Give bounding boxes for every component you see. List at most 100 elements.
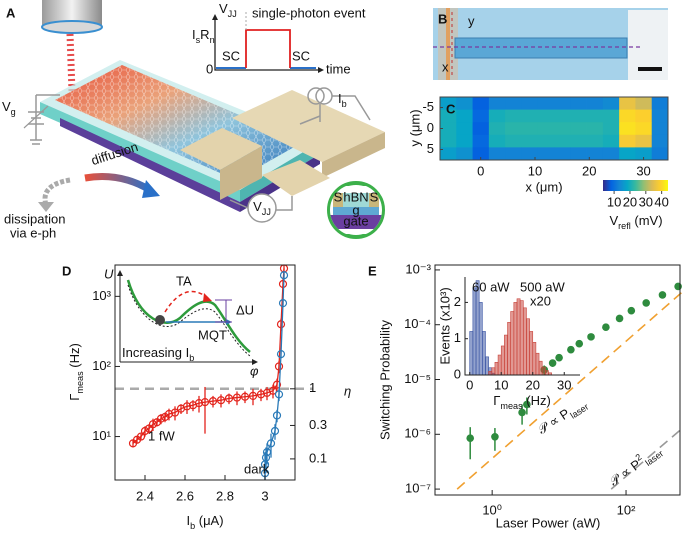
heat-cell <box>651 97 668 110</box>
colorbar <box>603 180 668 191</box>
histogram-bar <box>532 342 537 376</box>
histogram-bar <box>500 345 505 376</box>
trace-v-label: VJJ <box>219 1 237 19</box>
y-tick-label: 10⁻⁶ <box>404 426 431 441</box>
y-tick-label: 10² <box>92 358 111 373</box>
heat-cell <box>440 97 457 110</box>
heat-cell <box>586 134 604 148</box>
histogram-bar <box>522 307 527 376</box>
data-point <box>466 434 475 442</box>
heat-cell <box>521 147 539 160</box>
heat-cell <box>602 109 620 123</box>
heat-cell <box>505 147 522 160</box>
y-tick-label: 10⁻³ <box>405 261 431 276</box>
data-point <box>602 323 610 332</box>
x-tick-label: 2.8 <box>216 488 234 503</box>
heat-cell <box>456 122 473 136</box>
histogram-bar <box>485 356 489 376</box>
trace-isrn-label-part: n <box>210 35 215 45</box>
heat-cell <box>570 147 587 160</box>
histogram-bar <box>491 367 496 376</box>
inset-x-tick-label: 30 <box>557 377 571 392</box>
ib-label: Ib <box>338 91 347 109</box>
fit-label-part: 𝒫 ∝ P <box>535 406 572 437</box>
data-point <box>261 453 271 462</box>
heat-cell <box>602 147 620 160</box>
y2-tick-label: 0.3 <box>309 417 327 432</box>
x-tick-label: 30 <box>636 163 650 178</box>
data-point <box>272 411 282 420</box>
histogram-bar <box>545 370 549 376</box>
inset-label-part: b <box>189 353 194 363</box>
colorbar-tick-label: 10 <box>607 194 621 209</box>
data-point <box>248 391 258 401</box>
data-point <box>575 339 584 348</box>
data-point <box>518 408 526 417</box>
data-point <box>674 282 682 291</box>
y2-tick-label: 1 <box>309 380 316 395</box>
histogram-bar <box>526 318 530 376</box>
y2-axis-label: η <box>344 383 351 398</box>
vjj-label: VJJ <box>253 199 271 217</box>
heat-cell <box>602 97 620 110</box>
y-tick-label: 0 <box>427 120 434 135</box>
heat-cell <box>570 97 587 110</box>
inset-y-tick-label: 2 <box>454 294 461 309</box>
panel-b-drawing <box>433 8 668 80</box>
heat-cell <box>619 147 636 160</box>
panel-d-inset-drawing <box>117 270 258 365</box>
y-axis-label-part: meas <box>75 371 85 394</box>
histogram-bar <box>513 302 518 376</box>
x-tick-label: 0 <box>477 163 484 178</box>
y-axis-label: y (μm) <box>407 109 422 146</box>
stack-label: hBN <box>343 189 368 204</box>
sc-label: SC <box>222 48 240 63</box>
data-point <box>200 398 210 407</box>
data-point <box>274 362 284 371</box>
data-point <box>491 433 499 441</box>
heat-cell <box>521 134 539 148</box>
heat-cell <box>440 134 457 148</box>
heat-cell <box>602 134 620 148</box>
inset-label: Increasing Ib <box>122 345 194 363</box>
inset-x-axis-label-part: (Hz) <box>523 393 551 408</box>
heat-cell <box>635 134 653 148</box>
histogram-bar <box>516 298 521 376</box>
inset-label: MQT <box>198 327 227 342</box>
inset-x-tick-label: 20 <box>526 377 540 392</box>
x-axis-label-part: b <box>190 521 195 531</box>
heat-cell <box>619 122 636 136</box>
colorbar-tick-label: 40 <box>654 194 668 209</box>
x-tick-label: 2.6 <box>176 488 194 503</box>
heat-cell <box>537 122 555 136</box>
heat-cell <box>440 147 457 160</box>
inset-y-tick-label: 0 <box>454 366 461 381</box>
y2-tick-label: 0.1 <box>309 450 327 465</box>
vjj-label-part: JJ <box>262 207 271 217</box>
dissipation-label: dissipation <box>4 211 65 226</box>
stack-label: S <box>370 189 379 204</box>
heat-cell <box>651 134 668 148</box>
series-scale-label: x20 <box>530 293 551 308</box>
histogram-bar <box>472 287 477 376</box>
data-point <box>216 396 226 405</box>
heat-cell <box>505 109 522 123</box>
series-label: 1 fW <box>148 428 175 443</box>
histogram-bar <box>488 371 493 376</box>
panel-letter: B <box>438 11 447 26</box>
heat-cell <box>537 147 555 160</box>
heat-cell <box>554 109 571 123</box>
data-point <box>182 402 192 411</box>
heat-cell <box>505 122 522 136</box>
data-point <box>232 393 242 402</box>
heat-cell <box>456 134 473 148</box>
histogram-bar <box>538 360 543 376</box>
axis-marker: y <box>468 13 475 28</box>
data-point <box>567 345 575 354</box>
heat-cell <box>537 97 555 110</box>
y-axis-label: Γmeas (Hz) <box>67 343 85 401</box>
data-point <box>548 359 557 367</box>
heat-cell <box>635 97 653 110</box>
heat-cell <box>554 97 571 110</box>
